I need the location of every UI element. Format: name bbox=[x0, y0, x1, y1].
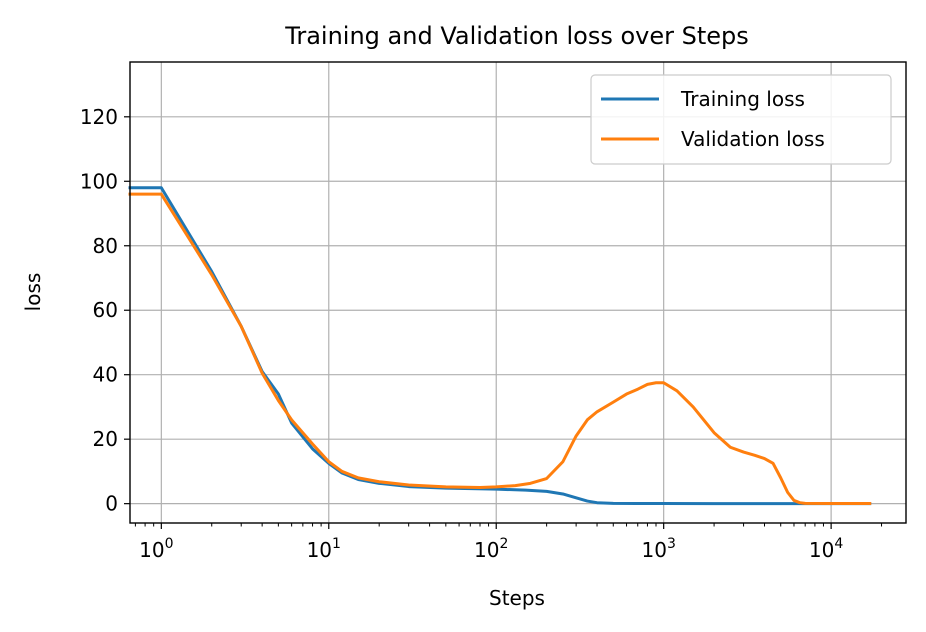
legend-label-validation: Validation loss bbox=[681, 127, 825, 151]
y-axis-label: loss bbox=[21, 273, 45, 312]
x-tick-label-base: 10 bbox=[139, 538, 164, 562]
y-tick-label: 20 bbox=[93, 427, 118, 451]
grid bbox=[130, 62, 906, 523]
x-tick-label-base: 10 bbox=[307, 538, 332, 562]
x-axis-label: Steps bbox=[489, 586, 545, 610]
x-tick-label: 100 bbox=[139, 536, 173, 562]
x-tick-label-exponent: 4 bbox=[834, 536, 843, 552]
chart-title: Training and Validation loss over Steps bbox=[284, 22, 749, 50]
y-tick-label: 40 bbox=[93, 363, 118, 387]
series-lines bbox=[128, 186, 872, 506]
y-tick-label: 0 bbox=[105, 492, 118, 516]
x-tick-label-exponent: 2 bbox=[499, 536, 508, 552]
legend-box bbox=[590, 74, 892, 165]
y-tick-label: 120 bbox=[80, 105, 118, 129]
x-tick-label-base: 10 bbox=[474, 538, 499, 562]
y-tick-label: 100 bbox=[80, 169, 118, 193]
y-tick-label: 80 bbox=[93, 234, 118, 258]
y-tick-label: 60 bbox=[93, 298, 118, 322]
x-tick-label-exponent: 3 bbox=[667, 536, 676, 552]
legend-label-training: Training loss bbox=[680, 87, 805, 111]
x-tick-label: 103 bbox=[641, 536, 675, 562]
x-tick-label-base: 10 bbox=[809, 538, 834, 562]
validation-loss-line bbox=[128, 192, 872, 505]
x-tick-label-exponent: 0 bbox=[165, 536, 174, 552]
x-tick-label: 102 bbox=[474, 536, 508, 562]
x-tick-label-exponent: 1 bbox=[332, 536, 341, 552]
plot-frame bbox=[129, 61, 907, 524]
x-tick-label-base: 10 bbox=[641, 538, 666, 562]
legend: Training loss Validation loss bbox=[590, 74, 892, 165]
x-tick-label: 104 bbox=[809, 536, 843, 562]
x-tick-label: 101 bbox=[307, 536, 341, 562]
